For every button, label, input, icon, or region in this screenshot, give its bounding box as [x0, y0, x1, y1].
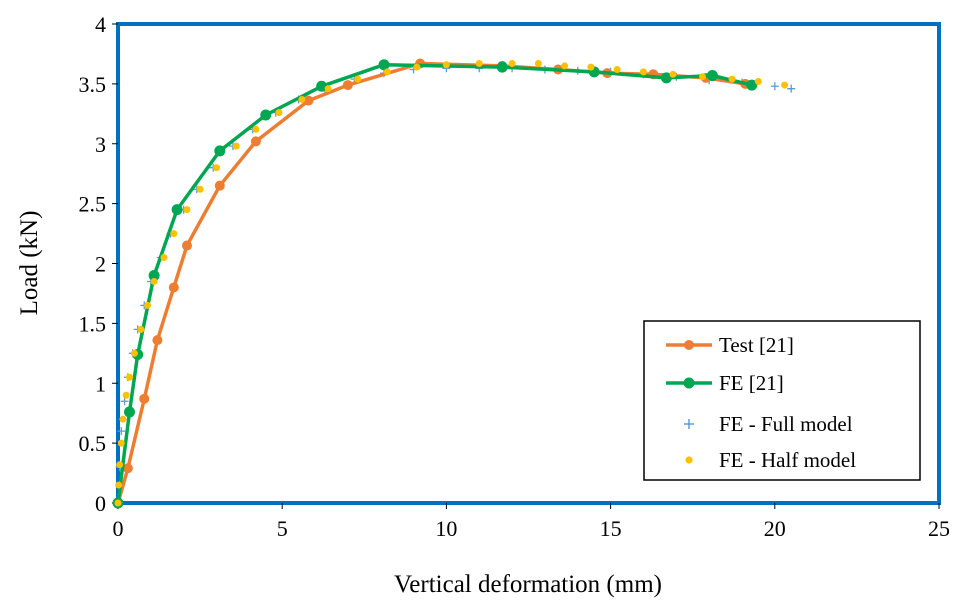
data-point	[181, 240, 192, 251]
data-point	[298, 95, 306, 103]
data-point	[260, 109, 272, 121]
legend-swatch-dot	[685, 456, 693, 464]
data-point	[160, 254, 168, 262]
data-point	[152, 335, 163, 346]
data-point	[706, 69, 718, 81]
data-point	[139, 393, 150, 404]
legend-swatch-marker	[683, 377, 695, 389]
x-tick-label: 10	[435, 516, 457, 541]
data-point	[354, 75, 362, 83]
x-axis-title: Vertical deformation (mm)	[394, 571, 662, 598]
y-tick-label: 0.5	[79, 431, 107, 456]
data-point	[137, 325, 145, 333]
y-tick-label: 2.5	[79, 192, 107, 217]
x-tick-label: 5	[277, 516, 288, 541]
data-point	[130, 349, 138, 357]
data-point	[378, 59, 390, 71]
data-point	[587, 63, 595, 71]
y-tick-label: 1	[95, 371, 106, 396]
data-point	[170, 230, 178, 238]
data-point	[252, 125, 260, 133]
data-point	[183, 206, 191, 214]
data-point	[125, 373, 133, 381]
series-line	[116, 62, 753, 504]
legend-entry-fe-ref: FE [21]	[666, 371, 784, 395]
data-point	[475, 60, 483, 68]
data-point	[117, 439, 125, 447]
data-point	[534, 60, 542, 68]
y-tick-label: 4	[95, 12, 106, 37]
data-point	[342, 80, 353, 91]
data-point	[383, 68, 391, 76]
legend-swatch-plus	[684, 419, 694, 429]
data-point	[114, 499, 122, 507]
data-point	[115, 481, 123, 489]
legend-entry-test: Test [21]	[666, 333, 794, 357]
y-axis-title: Load (kN)	[16, 211, 43, 316]
data-point	[168, 282, 179, 293]
legend-label: FE - Half model	[719, 448, 856, 472]
y-tick-label: 2	[95, 252, 106, 277]
data-point	[303, 95, 314, 106]
data-point	[669, 70, 677, 78]
x-tick-label: 15	[600, 516, 622, 541]
y-tick-label: 3.5	[79, 72, 107, 97]
data-point	[728, 75, 736, 83]
data-point	[148, 269, 160, 281]
data-point	[116, 461, 124, 469]
data-point	[120, 397, 129, 406]
data-point	[442, 61, 450, 69]
data-point	[213, 164, 221, 172]
legend-label: FE [21]	[719, 371, 784, 395]
data-point	[250, 136, 261, 147]
data-point	[119, 415, 127, 423]
x-tick-label: 25	[928, 516, 950, 541]
data-point	[754, 77, 762, 85]
data-point	[214, 180, 225, 191]
y-tick-label: 1.5	[79, 311, 107, 336]
data-point	[150, 277, 158, 285]
data-point	[770, 82, 779, 91]
data-point	[413, 63, 421, 71]
legend-swatch-marker	[684, 340, 694, 350]
data-point	[639, 68, 647, 76]
legend: Test [21] FE [21] FE - Full model FE - H…	[643, 320, 921, 481]
data-point	[508, 60, 516, 68]
data-point	[613, 66, 621, 74]
data-point	[781, 81, 789, 89]
y-tick-label: 3	[95, 132, 106, 157]
data-point	[196, 185, 204, 193]
data-point	[232, 142, 240, 150]
data-point	[324, 85, 332, 93]
data-point	[122, 463, 133, 474]
data-point	[787, 84, 796, 93]
series-3	[114, 60, 789, 507]
data-point	[316, 80, 328, 92]
legend-entry-fe-half: FE - Half model	[685, 448, 856, 472]
data-point	[561, 62, 569, 70]
x-tick-label: 0	[113, 516, 124, 541]
data-point	[171, 204, 183, 216]
data-point	[122, 391, 130, 399]
data-point	[660, 72, 672, 84]
data-point	[117, 427, 126, 436]
legend-label: Test [21]	[719, 333, 794, 357]
data-point	[275, 109, 283, 117]
legend-entry-fe-full: FE - Full model	[684, 412, 853, 436]
data-point	[746, 79, 758, 91]
data-point	[699, 73, 707, 81]
data-point	[144, 301, 152, 309]
data-point	[214, 145, 226, 157]
x-tick-label: 20	[764, 516, 786, 541]
series-layer	[112, 58, 796, 509]
legend-label: FE - Full model	[719, 412, 853, 436]
y-tick-label: 0	[95, 491, 106, 516]
axis-ticks: 0 5 10 15 20 25 0 0.5 1 1.5 2 2.5 3 3.5 4	[79, 12, 951, 541]
data-point	[496, 61, 508, 73]
data-point	[123, 406, 135, 418]
